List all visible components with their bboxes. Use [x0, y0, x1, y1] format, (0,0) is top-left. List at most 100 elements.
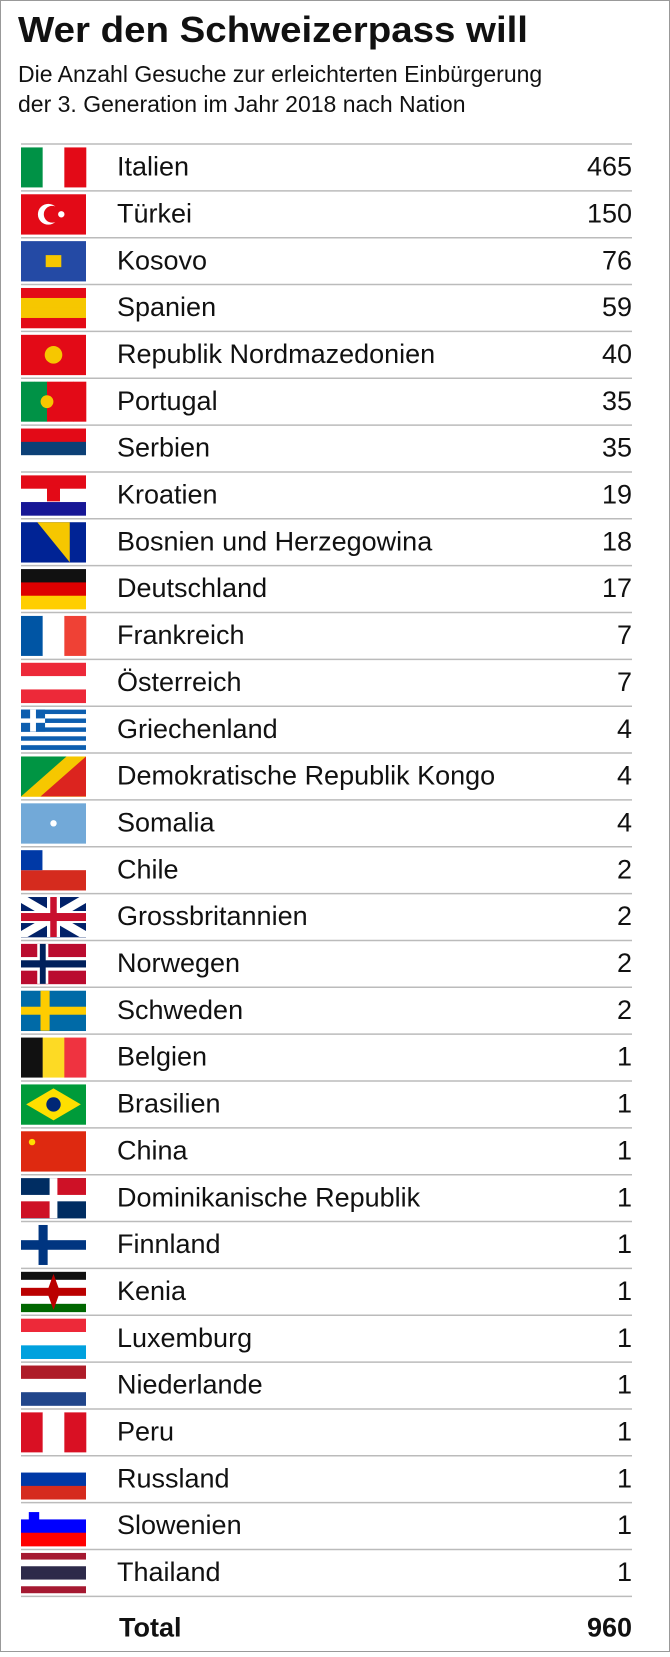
count: 1	[617, 1089, 632, 1119]
flag-stripe	[21, 1131, 86, 1172]
flag-stripe	[21, 662, 86, 677]
country-name: Kenia	[117, 1276, 187, 1306]
country-name: Österreich	[117, 667, 242, 697]
country-name: Luxemburg	[117, 1323, 252, 1353]
count: 1	[617, 1229, 632, 1259]
flag-stripe	[21, 595, 86, 610]
count: 2	[617, 854, 632, 884]
flag	[21, 1552, 86, 1594]
flag-emblem	[28, 1138, 36, 1146]
flag	[21, 850, 86, 891]
flag	[21, 1365, 86, 1406]
flag-stripe	[21, 714, 86, 719]
flag-emblem	[45, 255, 62, 268]
flag-stripe	[21, 1472, 86, 1487]
flag-stripe	[21, 615, 43, 656]
country-name: Demokratische Republik Kongo	[117, 761, 495, 791]
country-name: Peru	[117, 1417, 174, 1447]
flag-emblem	[40, 756, 86, 797]
total-count: 960	[587, 1612, 632, 1642]
country-name: Schweden	[117, 995, 243, 1025]
flag	[21, 1271, 86, 1313]
flag-stripe	[21, 1037, 43, 1078]
flag	[21, 334, 86, 376]
flag	[21, 615, 87, 656]
country-name: Frankreich	[117, 620, 245, 650]
flag-stripe	[21, 709, 86, 715]
country-name: Norwegen	[117, 948, 240, 978]
country-name: Somalia	[117, 807, 216, 837]
flag	[21, 803, 86, 844]
flag-stripe	[21, 870, 86, 891]
country-name: Chile	[117, 854, 179, 884]
country-name: Dominikanische Republik	[117, 1182, 421, 1212]
flag-stripe	[42, 1412, 65, 1453]
count: 1	[617, 1135, 632, 1165]
flag-stripe	[21, 1559, 86, 1567]
flag	[21, 756, 86, 797]
country-name: Kroatien	[117, 480, 218, 510]
flag-stripe	[21, 676, 86, 690]
flag-emblem	[21, 1240, 86, 1250]
flag	[21, 897, 86, 938]
flag-emblem	[21, 1198, 54, 1219]
flag	[21, 241, 86, 282]
count: 76	[602, 245, 632, 275]
flag-emblem	[58, 211, 65, 218]
flag-emblem	[40, 990, 50, 1031]
flag-stripe	[64, 147, 87, 188]
country-name: Portugal	[117, 386, 218, 416]
flag-stripe	[21, 1365, 86, 1380]
flag	[21, 287, 86, 329]
flag-stripe	[21, 582, 86, 597]
flag	[21, 1506, 86, 1547]
flag	[21, 147, 87, 188]
flag-stripe	[21, 1459, 86, 1473]
flag-stripe	[64, 1037, 87, 1078]
flag-emblem	[50, 820, 57, 827]
flag	[21, 475, 86, 516]
count: 59	[602, 292, 632, 322]
subtitle: Die Anzahl Gesuche zur erleichterten Ein…	[18, 61, 542, 87]
flag-emblem	[40, 395, 54, 409]
country-name: Grossbritannien	[117, 901, 308, 931]
country-name: Spanien	[117, 292, 216, 322]
flag	[21, 1318, 86, 1359]
count: 4	[617, 714, 632, 744]
flag-stripe	[21, 1579, 86, 1587]
flag-stripe	[21, 317, 86, 329]
count: 7	[617, 620, 632, 650]
country-name: Italien	[117, 152, 189, 182]
flag	[21, 1084, 86, 1125]
count: 1	[617, 1557, 632, 1587]
count: 19	[602, 480, 632, 510]
flag-stripe	[42, 615, 65, 656]
flag-emblem	[44, 346, 63, 364]
flag-stripe	[64, 615, 87, 656]
flag	[21, 662, 86, 704]
country-name: Republik Nordmazedonien	[117, 339, 435, 369]
flag-stripe	[21, 441, 86, 456]
count: 465	[587, 152, 632, 182]
flag-emblem	[21, 960, 86, 968]
flag-stripe	[21, 1345, 86, 1359]
flag-emblem	[43, 205, 61, 223]
count: 2	[617, 901, 632, 931]
count: 1	[617, 1417, 632, 1447]
flag-emblem	[21, 756, 67, 797]
flag-emblem	[21, 1006, 86, 1015]
count: 1	[617, 1510, 632, 1540]
flag-stripe	[21, 1566, 86, 1574]
country-name: Thailand	[117, 1557, 221, 1587]
table: Italien 465 Türkei 150 Kosovo 76 Spanien 59 Repu…	[21, 143, 632, 1642]
country-name: Bosnien und Herzegowina	[117, 526, 433, 556]
flag-emblem	[38, 1224, 48, 1265]
count: 35	[602, 386, 632, 416]
count: 2	[617, 948, 632, 978]
flag	[21, 1037, 87, 1078]
flag-emblem	[21, 850, 43, 871]
total-label: Total	[119, 1612, 182, 1642]
flag-stripe	[21, 1318, 86, 1333]
flag-stripe	[21, 1532, 86, 1547]
flag	[21, 1178, 86, 1219]
